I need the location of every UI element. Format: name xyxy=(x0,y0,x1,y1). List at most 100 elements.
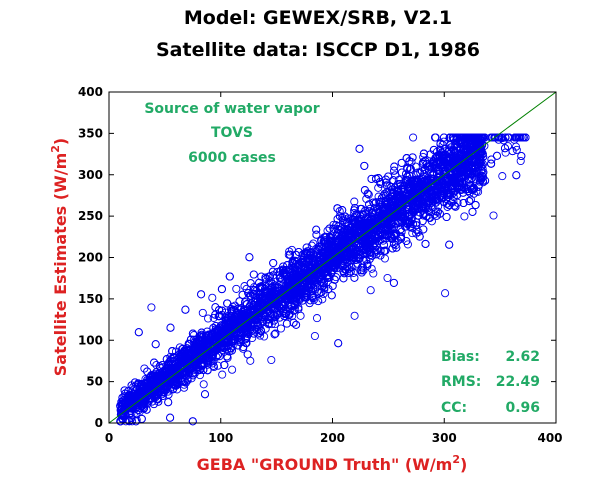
data-point xyxy=(343,214,353,223)
data-point xyxy=(500,144,510,153)
data-point xyxy=(367,264,376,273)
chart-title-line2: Satellite data: ISCCP D1, 1986 xyxy=(156,39,480,61)
data-point xyxy=(334,339,343,348)
data-point xyxy=(350,197,359,206)
data-point xyxy=(296,311,305,320)
data-point xyxy=(198,308,207,317)
data-point xyxy=(328,281,337,290)
data-point xyxy=(445,240,454,249)
data-point xyxy=(243,350,252,359)
data-point xyxy=(270,330,279,339)
data-point xyxy=(489,211,498,220)
data-point xyxy=(456,173,465,182)
data-point xyxy=(268,267,277,276)
data-point xyxy=(409,133,418,142)
data-point xyxy=(312,230,321,239)
data-point xyxy=(249,270,258,279)
data-point xyxy=(376,179,385,188)
data-point xyxy=(374,183,383,192)
data-point xyxy=(327,291,336,300)
data-point xyxy=(339,274,348,283)
data-point xyxy=(181,378,190,387)
data-point xyxy=(128,417,137,426)
data-point xyxy=(147,303,156,312)
data-point xyxy=(312,314,322,323)
data-point xyxy=(389,176,398,185)
data-point xyxy=(390,166,399,175)
data-point xyxy=(516,156,525,166)
data-point xyxy=(239,342,248,352)
data-point xyxy=(197,290,206,299)
data-point xyxy=(310,331,319,341)
data-point xyxy=(442,212,451,222)
data-point xyxy=(238,290,247,299)
data-point xyxy=(474,182,483,192)
data-point xyxy=(140,364,149,373)
data-point xyxy=(181,305,190,314)
data-point xyxy=(276,324,286,333)
data-point xyxy=(360,161,369,170)
data-point xyxy=(269,258,278,268)
data-point xyxy=(508,147,517,156)
data-point xyxy=(246,279,255,288)
data-point xyxy=(143,367,152,376)
data-point xyxy=(369,269,378,278)
data-point xyxy=(357,268,366,277)
data-point xyxy=(235,297,244,306)
data-point xyxy=(188,417,197,426)
data-point xyxy=(498,172,507,181)
data-point xyxy=(366,286,375,295)
data-point xyxy=(151,340,160,349)
data-point xyxy=(431,161,440,170)
data-point xyxy=(370,199,379,208)
data-point xyxy=(213,361,222,370)
data-point xyxy=(512,145,521,154)
data-point xyxy=(397,168,406,177)
data-point xyxy=(204,314,213,323)
data-point xyxy=(211,310,220,319)
data-point xyxy=(264,320,273,329)
data-point xyxy=(166,323,175,332)
data-point xyxy=(292,320,301,329)
data-point xyxy=(512,171,521,180)
data-point xyxy=(209,362,219,372)
data-point xyxy=(516,133,525,142)
data-point xyxy=(390,162,399,171)
data-point xyxy=(285,250,295,259)
data-point xyxy=(397,158,406,167)
data-point xyxy=(264,315,273,324)
data-point xyxy=(314,297,323,306)
data-points xyxy=(116,133,530,426)
data-point xyxy=(349,215,358,224)
data-point xyxy=(407,206,416,215)
data-point xyxy=(492,151,502,160)
data-point xyxy=(441,289,450,298)
data-point xyxy=(241,338,250,348)
data-point xyxy=(245,253,254,262)
data-point xyxy=(208,293,217,302)
data-point xyxy=(120,386,129,395)
data-point xyxy=(411,162,420,171)
data-point xyxy=(180,383,189,392)
data-point xyxy=(513,133,522,142)
data-point xyxy=(271,329,280,338)
data-point xyxy=(256,326,265,335)
data-point xyxy=(267,355,276,365)
data-point xyxy=(289,306,298,315)
data-point xyxy=(200,390,210,399)
data-point xyxy=(363,259,372,269)
data-point xyxy=(312,225,321,234)
data-point xyxy=(387,234,396,243)
data-point xyxy=(419,225,428,234)
data-point xyxy=(460,212,469,221)
data-point xyxy=(517,151,526,161)
data-point xyxy=(228,365,237,374)
data-point xyxy=(376,251,385,260)
data-point xyxy=(402,236,411,246)
data-point xyxy=(350,311,359,320)
data-point xyxy=(383,273,392,283)
data-point xyxy=(468,207,477,216)
data-point xyxy=(369,198,378,207)
data-point xyxy=(431,133,440,142)
